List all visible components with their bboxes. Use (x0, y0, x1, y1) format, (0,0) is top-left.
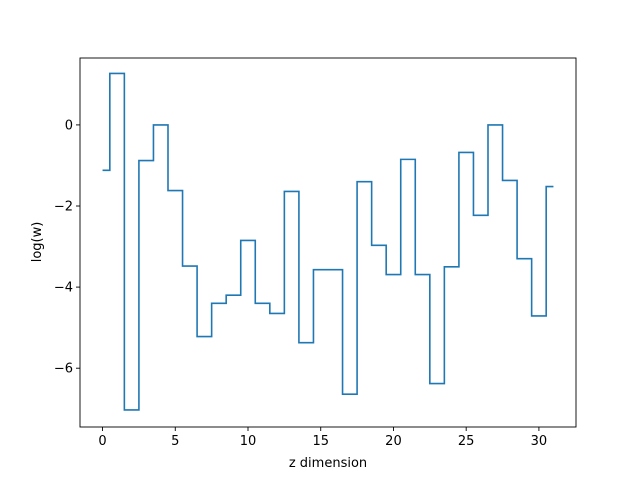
x-tick-label: 20 (385, 434, 402, 449)
y-tick-label: −6 (54, 362, 73, 377)
plot-area (79, 57, 577, 428)
y-tick-label: 0 (65, 118, 73, 133)
x-tick-label: 10 (240, 434, 257, 449)
x-tick-label: 0 (98, 434, 106, 449)
y-tick-label: −2 (54, 200, 73, 215)
x-tick-label: 15 (312, 434, 329, 449)
x-axis-ticks: 0 5 10 15 20 25 30 (98, 427, 547, 449)
x-tick-label: 25 (458, 434, 475, 449)
y-tick-label: −4 (54, 281, 73, 296)
x-tick-label: 30 (531, 434, 548, 449)
axes-frame (79, 57, 577, 428)
x-axis-label: z dimension (289, 456, 367, 471)
series-line-0 (102, 72, 554, 411)
y-axis-label: log(w) (30, 222, 45, 263)
x-tick-label: 5 (171, 434, 179, 449)
y-axis-ticks: −6 −4 −2 0 (54, 118, 80, 377)
